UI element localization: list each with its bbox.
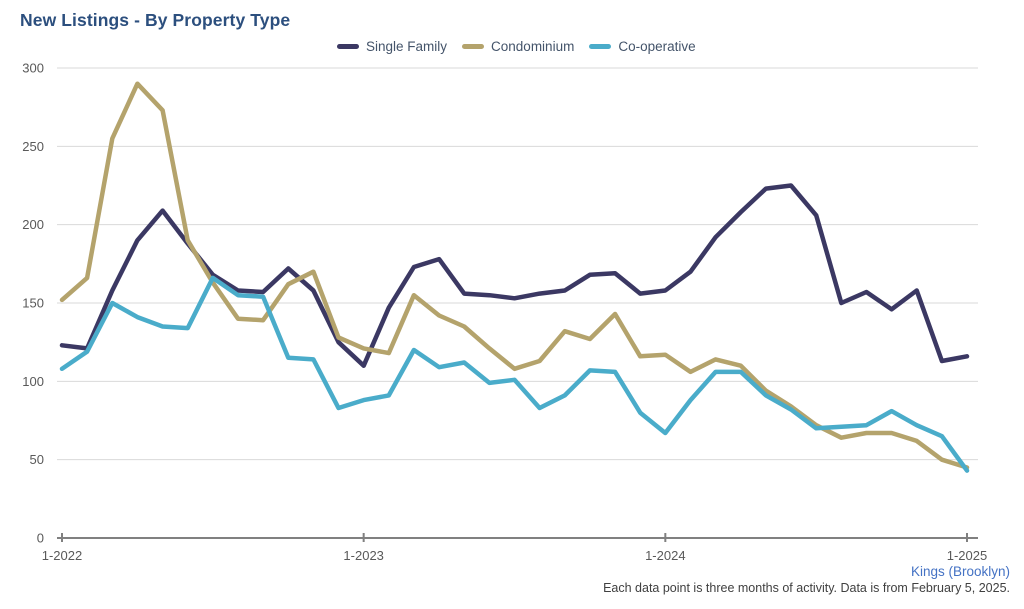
- y-axis-tick-label: 250: [22, 139, 44, 154]
- x-axis-tick-label: 1-2023: [343, 548, 383, 563]
- single-family-swatch-icon: [337, 44, 359, 49]
- region-link[interactable]: Kings (Brooklyn): [910, 564, 1010, 579]
- legend-label: Co-operative: [618, 39, 696, 54]
- y-axis-tick-label: 300: [22, 61, 44, 76]
- legend-item-co-operative[interactable]: Co-operative: [589, 39, 696, 54]
- x-axis-tick-label: 1-2024: [645, 548, 685, 563]
- chart-footer: Kings (Brooklyn) Each data point is thre…: [603, 564, 1010, 596]
- footnote: Each data point is three months of activ…: [603, 581, 1010, 595]
- legend-item-condominium[interactable]: Condominium: [462, 39, 574, 54]
- chart-legend: Single Family Condominium Co-operative: [337, 39, 696, 54]
- y-axis-tick-label: 50: [30, 452, 44, 467]
- legend-label: Condominium: [491, 39, 575, 54]
- y-axis-tick-label: 200: [22, 217, 44, 232]
- page-title: New Listings - By Property Type: [20, 10, 291, 30]
- legend-label: Single Family: [366, 39, 448, 54]
- condominium-swatch-icon: [462, 44, 485, 49]
- series-line-co-operative: [59, 275, 970, 473]
- x-axis-tick-label: 1-2022: [42, 548, 82, 563]
- series-line-single-family: [59, 183, 970, 368]
- legend-item-single-family[interactable]: Single Family: [337, 39, 447, 54]
- y-axis-tick-label: 0: [37, 531, 44, 546]
- y-axis-tick-label: 150: [22, 296, 44, 311]
- co-operative-swatch-icon: [589, 44, 612, 49]
- y-axis-tick-label: 100: [22, 374, 44, 389]
- x-axis-tick-label: 1-2025: [947, 548, 987, 563]
